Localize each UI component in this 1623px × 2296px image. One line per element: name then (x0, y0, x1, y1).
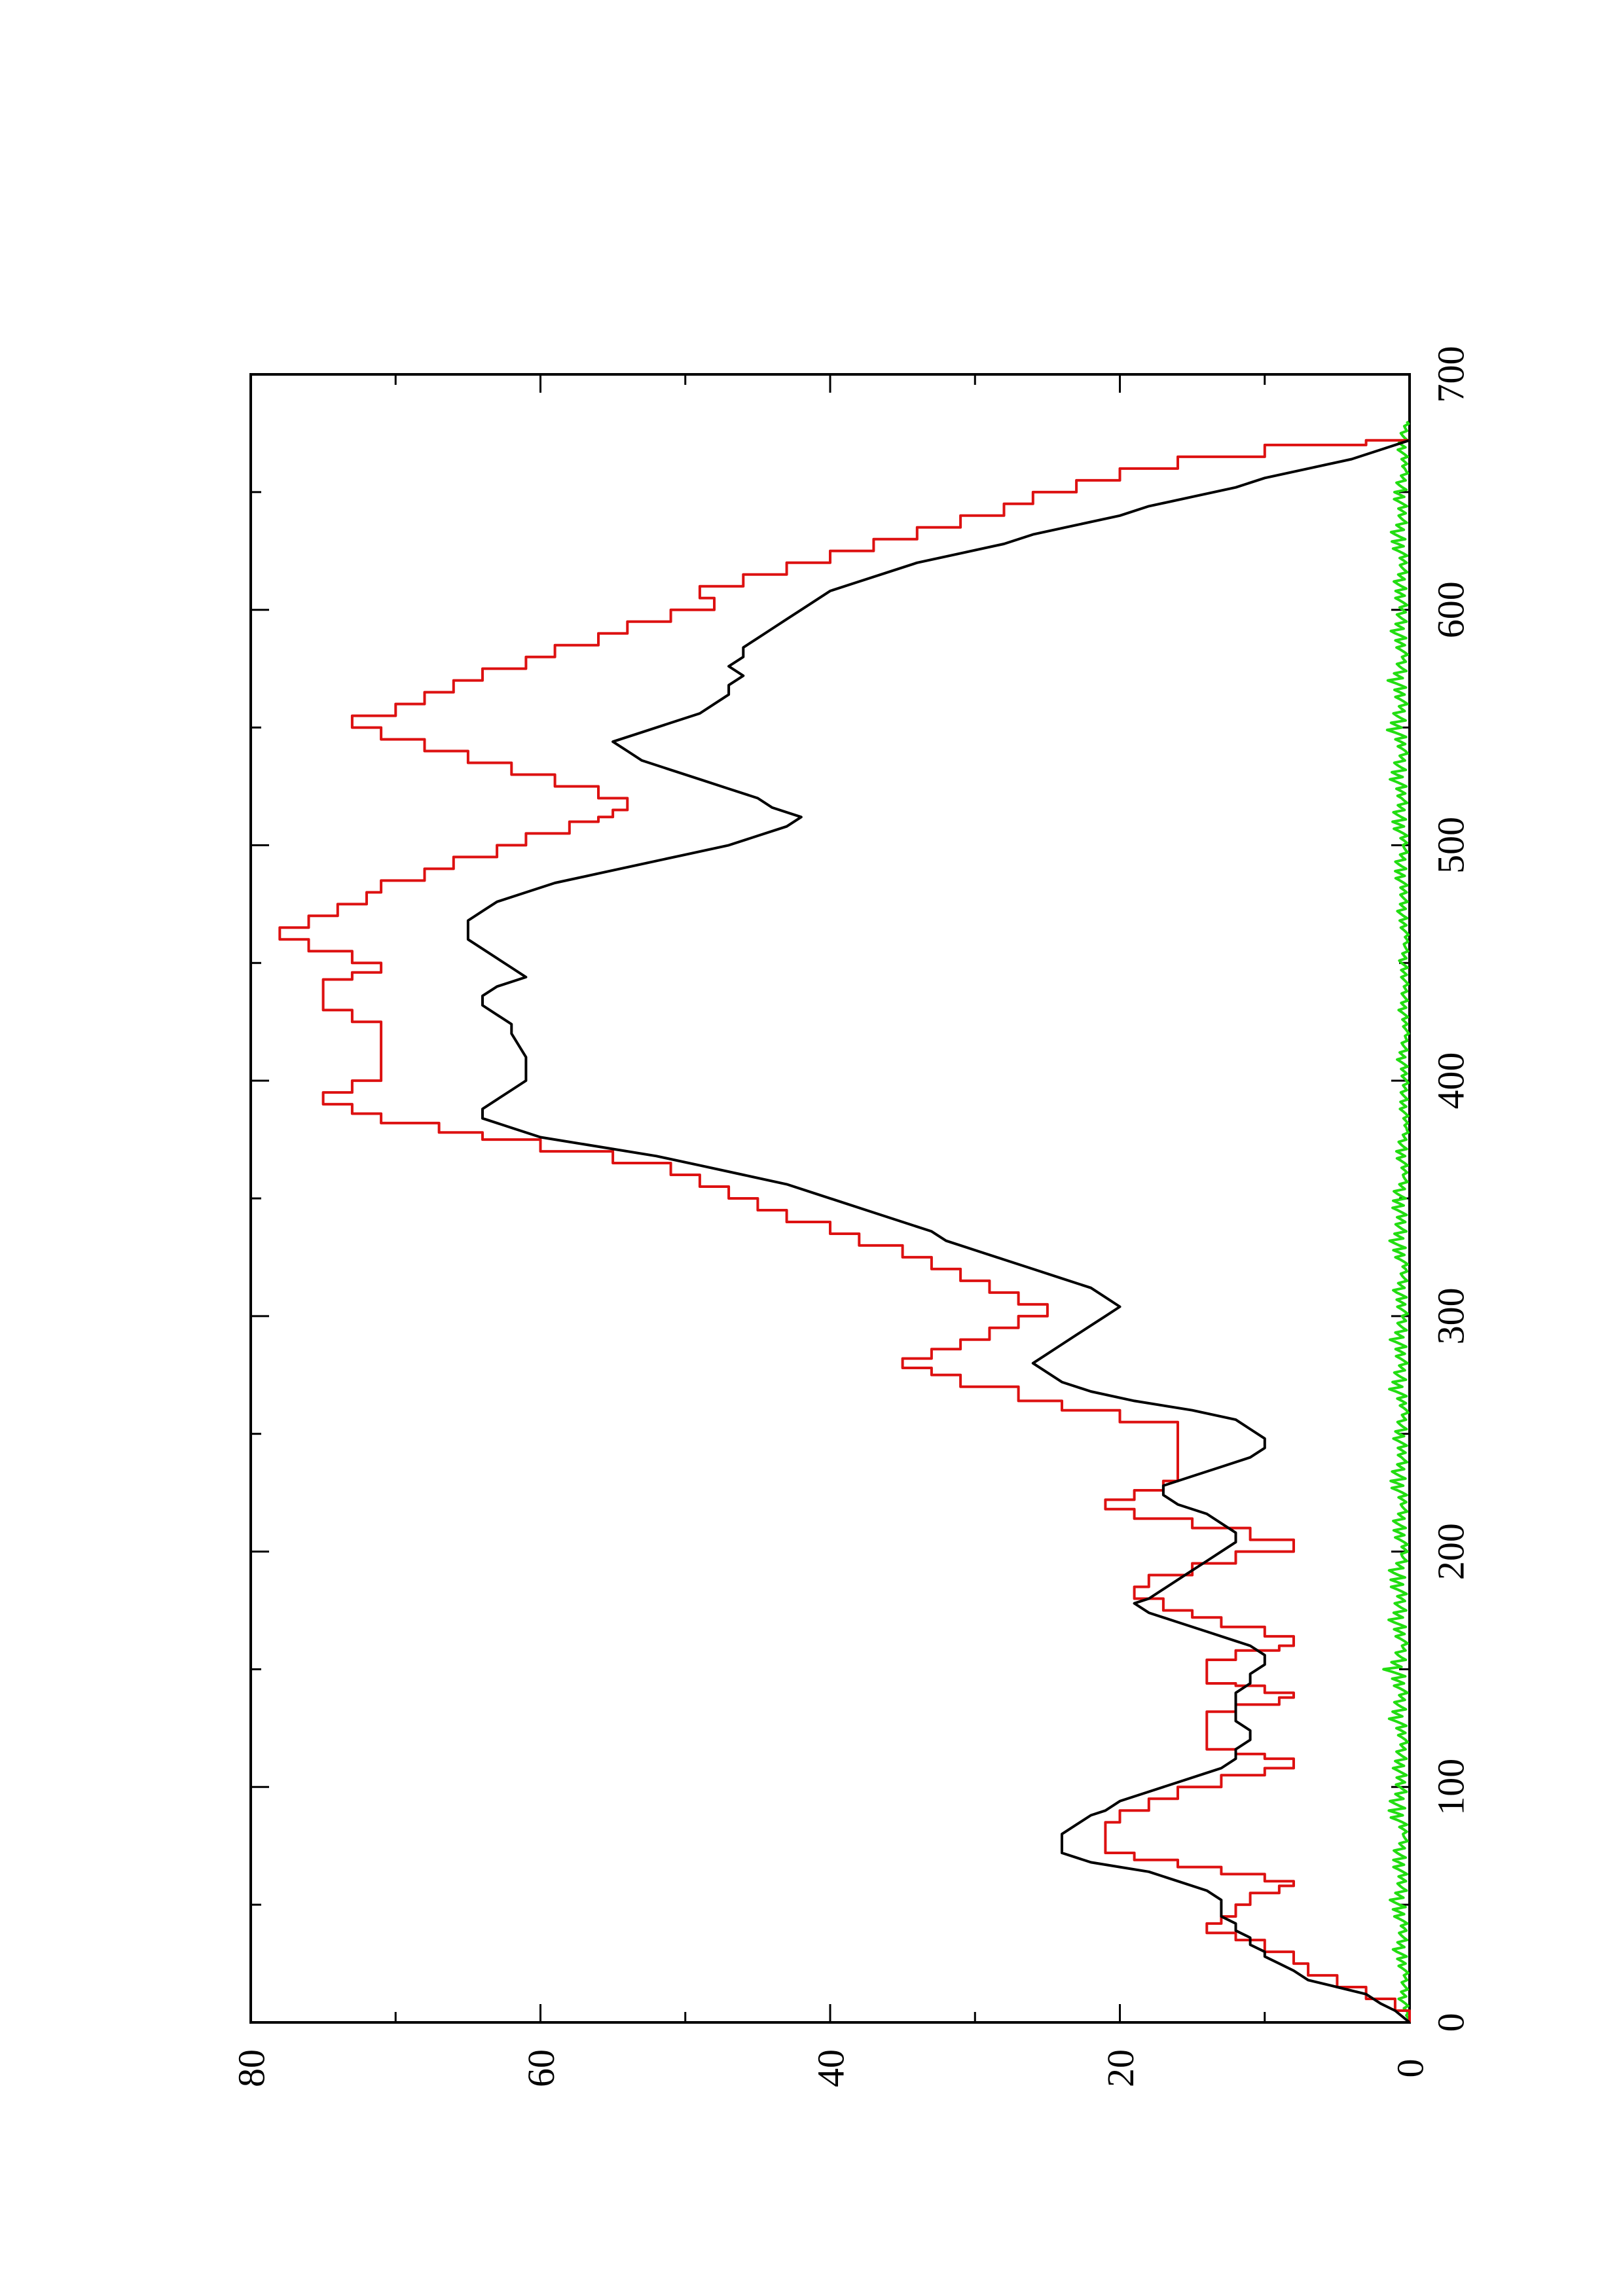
axis-tick-labels: 0 100 200 300 400 500 600 700 0 20 40 60 80 (230, 346, 1472, 2088)
series-line-2 (1382, 420, 1411, 2023)
series-lines (278, 420, 1411, 2024)
y-tick-label: 40 (809, 2049, 852, 2087)
x-tick-label: 200 (1429, 1523, 1472, 1580)
series-line-1 (466, 439, 1411, 2024)
x-tick-label: 700 (1429, 346, 1472, 403)
series-line-0 (278, 439, 1411, 2022)
axis-ticks (249, 373, 1411, 2024)
y-tick-label: 60 (520, 2049, 562, 2087)
y-tick-label: 20 (1099, 2049, 1142, 2087)
x-tick-label: 300 (1429, 1287, 1472, 1344)
x-tick-label: 600 (1429, 581, 1472, 638)
x-tick-label: 400 (1429, 1052, 1472, 1109)
y-tick-label: 0 (1389, 2059, 1431, 2078)
x-tick-label: 0 (1429, 2013, 1472, 2032)
x-tick-label: 100 (1429, 1759, 1472, 1816)
x-tick-label: 500 (1429, 817, 1472, 874)
y-tick-label: 80 (230, 2049, 272, 2087)
